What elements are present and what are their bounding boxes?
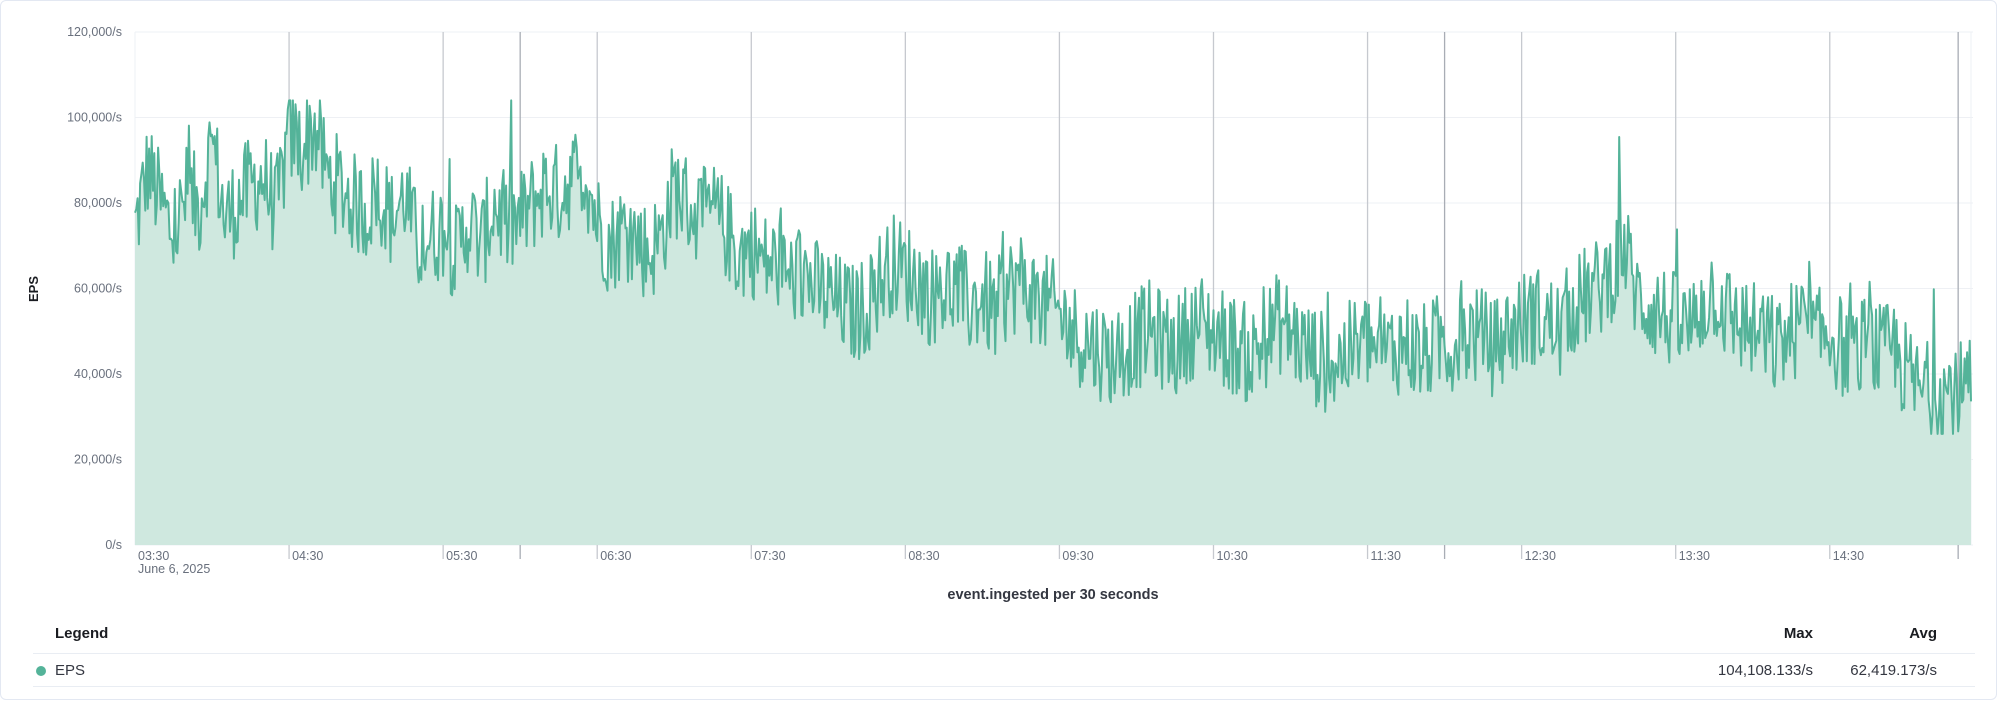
x-axis-date-label: June 6, 2025 — [138, 562, 210, 576]
x-tick-label: 04:30 — [292, 549, 323, 563]
series-area-eps — [135, 100, 1971, 546]
y-tick-label: 40,000/s — [74, 367, 122, 381]
y-axis-ticks: 120,000/s 100,000/s 80,000/s 60,000/s 40,000… — [67, 25, 122, 552]
x-axis-label: event.ingested per 30 seconds — [947, 587, 1158, 603]
y-tick-label: 120,000/s — [67, 25, 122, 39]
y-axis-label: EPS — [26, 276, 41, 302]
x-tick-label: 07:30 — [754, 549, 785, 563]
eps-area-chart: 120,000/s 100,000/s 80,000/s 60,000/s 40,000… — [26, 25, 1973, 603]
legend: Legend Max Avg EPS 104,108.133/s 62,419.… — [33, 615, 1975, 687]
legend-item-max: 104,108.133/s — [1717, 662, 1813, 679]
y-tick-label: 20,000/s — [74, 453, 122, 467]
x-tick-label: 08:30 — [908, 549, 939, 563]
x-tick-label: 11:30 — [1371, 549, 1401, 563]
y-tick-label: 100,000/s — [67, 111, 122, 125]
legend-item-avg: 62,419.173/s — [1850, 662, 1937, 679]
legend-column-max: Max — [1783, 625, 1813, 642]
x-tick-label: 05:30 — [446, 549, 477, 563]
y-tick-label: 0/s — [105, 538, 122, 552]
x-tick-label: 10:30 — [1216, 549, 1247, 563]
x-axis-ticks: 03:30 04:30 05:30 06:30 07:30 08:30 09:30 10:30… — [138, 549, 1864, 563]
legend-header: Legend Max Avg — [33, 615, 1975, 654]
x-tick-label: 06:30 — [600, 549, 631, 563]
y-tick-label: 60,000/s — [74, 282, 122, 296]
x-tick-label: 14:30 — [1833, 549, 1864, 563]
x-tick-label: 12:30 — [1525, 549, 1556, 563]
legend-item-name: EPS — [55, 662, 86, 679]
legend-title: Legend — [55, 625, 109, 642]
x-tick-label: 13:30 — [1679, 549, 1710, 563]
legend-item-eps[interactable]: EPS 104,108.133/s 62,419.173/s — [33, 654, 1975, 687]
x-tick-label: 03:30 — [138, 549, 169, 563]
legend-column-avg: Avg — [1909, 625, 1937, 642]
series-line-eps — [134, 99, 1972, 435]
series-color-dot — [36, 666, 46, 676]
y-tick-label: 80,000/s — [74, 196, 122, 210]
x-tick-label: 09:30 — [1062, 549, 1093, 563]
